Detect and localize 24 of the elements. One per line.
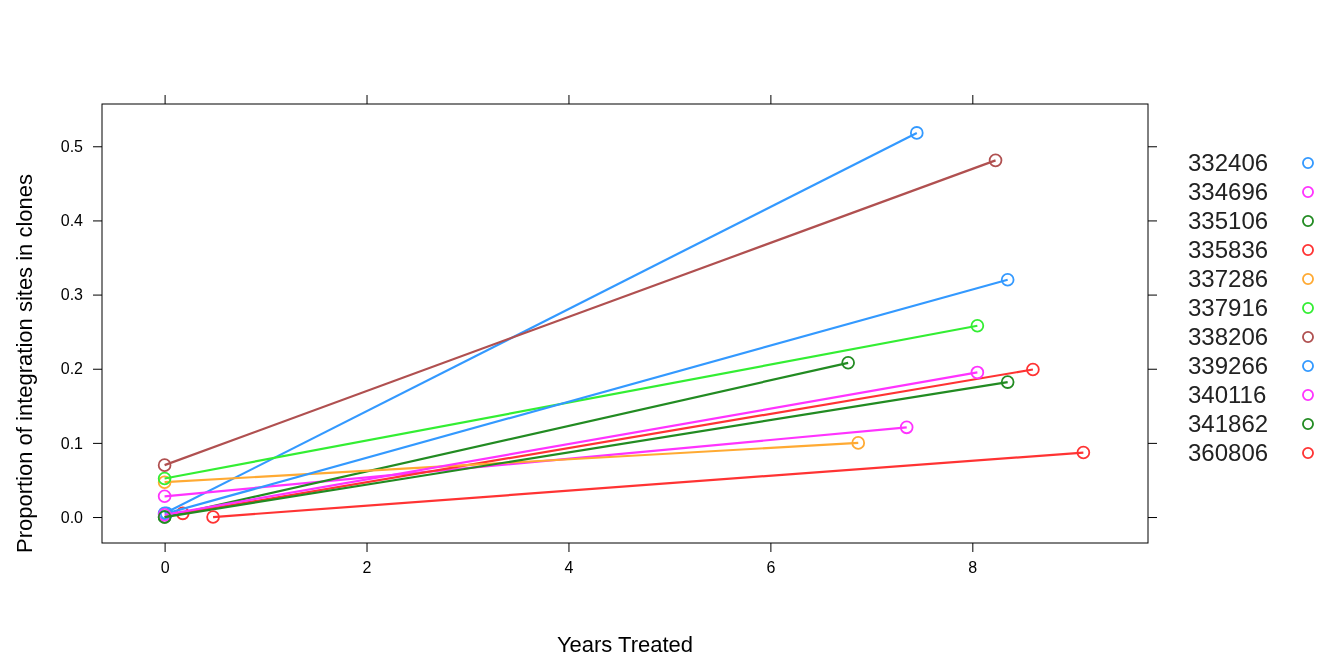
x-tick-label: 0 (160, 559, 170, 577)
legend-label: 360806 (1188, 439, 1269, 466)
legend-label: 341862 (1188, 410, 1269, 437)
y-tick-label: 0.5 (60, 137, 84, 155)
y-tick-label: 0.0 (60, 508, 84, 526)
legend-label: 338206 (1188, 323, 1269, 350)
y-tick-label: 0.4 (60, 212, 84, 230)
y-axis-title: Proportion of integration sites in clones (12, 173, 37, 554)
x-tick-label: 2 (362, 559, 372, 577)
legend-label: 335106 (1188, 207, 1269, 234)
x-axis-title: Years Treated (556, 632, 694, 657)
y-tick-label: 0.2 (60, 360, 84, 378)
y-tick-label: 0.1 (60, 434, 84, 452)
legend-label: 340116 (1188, 381, 1267, 408)
x-tick-label: 8 (968, 559, 978, 577)
legend-label: 335836 (1188, 236, 1269, 263)
y-tick-label: 0.3 (60, 286, 84, 304)
x-tick-label: 6 (766, 559, 776, 577)
legend-label: 337286 (1188, 265, 1269, 292)
x-tick-label: 4 (564, 559, 574, 577)
legend-label: 334696 (1188, 178, 1269, 205)
legend-label: 332406 (1188, 149, 1269, 176)
legend-label: 337916 (1188, 294, 1269, 321)
legend-label: 339266 (1188, 352, 1269, 379)
